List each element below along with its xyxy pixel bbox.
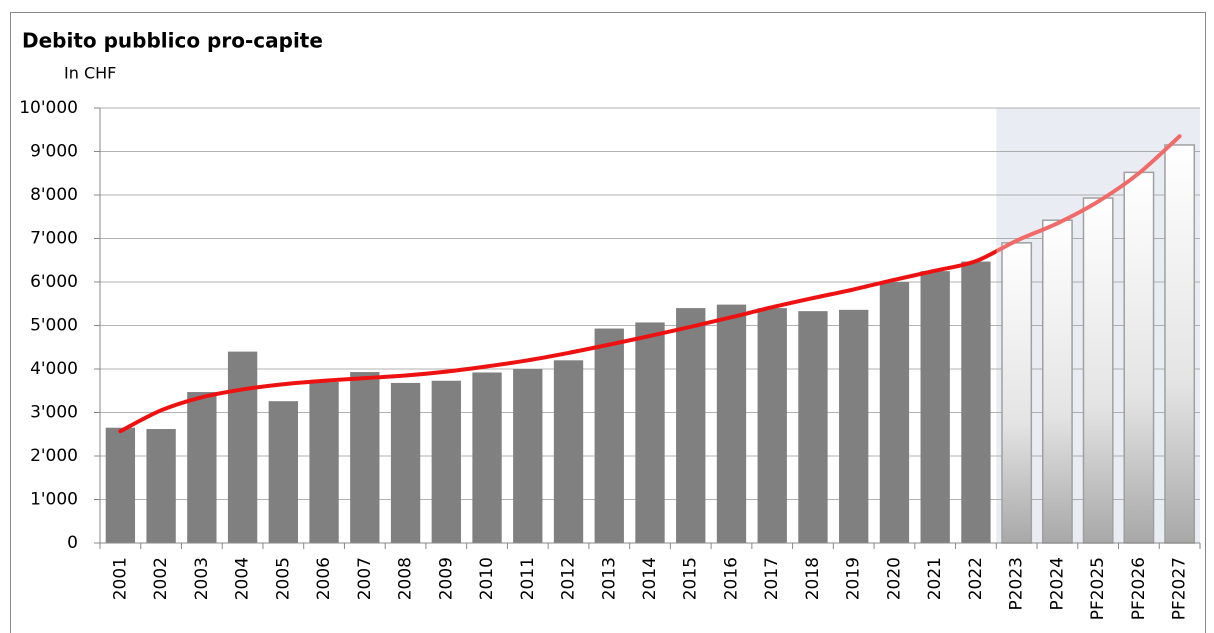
y-tick-label: 5'000 [30, 316, 78, 336]
x-tick-label: 2001 [110, 557, 130, 600]
chart-title: Debito pubblico pro-capite [22, 29, 323, 53]
x-tick-label: P2024 [1047, 557, 1067, 611]
bar [105, 427, 136, 543]
x-tick-label: 2018 [803, 557, 823, 600]
bar [553, 360, 584, 543]
bar [961, 261, 991, 543]
x-tick-label: PF2026 [1129, 557, 1149, 620]
bar [309, 382, 339, 543]
bar [798, 311, 828, 543]
y-tick-label: 3'000 [30, 403, 78, 423]
x-tick-label: 2021 [925, 557, 945, 600]
y-tick-label: 10'000 [19, 98, 78, 118]
x-tick-label: 2004 [233, 557, 253, 600]
bar-layer [105, 144, 1196, 544]
y-tick-label: 0 [67, 533, 78, 553]
forecast-bar [1041, 219, 1073, 544]
bar [879, 282, 910, 543]
x-tick-label: PF2025 [1088, 557, 1108, 620]
forecast-bar [1082, 197, 1114, 544]
x-tick-label: 2016 [721, 557, 741, 600]
bar [920, 271, 950, 543]
bar [390, 382, 421, 543]
bar [187, 392, 217, 543]
bar [146, 429, 176, 543]
trend-line [118, 134, 1182, 434]
x-tick-label: 2013 [599, 557, 619, 600]
bar [635, 322, 665, 543]
y-tick-label: 2'000 [30, 446, 78, 466]
bar [268, 401, 298, 543]
x-tick-label: 2002 [151, 557, 171, 600]
x-tick-label: 2010 [477, 557, 497, 600]
x-tick-label: 2019 [844, 557, 864, 600]
bar [513, 369, 543, 543]
x-tick-label: 2009 [436, 557, 456, 600]
x-tick-label: 2014 [640, 557, 660, 600]
x-tick-label: 2022 [966, 557, 986, 600]
forecast-bar [1123, 171, 1155, 544]
bar [594, 328, 624, 543]
x-tick-label: 2007 [355, 557, 375, 600]
overlay-layer: 2001 2002 2003 2004 2005 2006 2007 2008 2009 2010… [99, 108, 1201, 620]
forecast-bar [1164, 144, 1196, 544]
x-tick-label: 2015 [681, 557, 701, 600]
y-tick-label: 6'000 [30, 272, 78, 292]
bar [676, 308, 706, 543]
x-tick-label: 2006 [314, 557, 334, 600]
bar [757, 308, 787, 543]
frame [10, 12, 1206, 633]
x-tick-label: 2012 [559, 557, 579, 600]
y-tick-label: 7'000 [30, 229, 78, 249]
x-tick-label: PF2027 [1170, 557, 1190, 620]
y-tick-label: 8'000 [30, 185, 78, 205]
x-tick-label: 2020 [884, 557, 904, 600]
x-tick-label: P2023 [1007, 557, 1027, 611]
bar [839, 309, 869, 543]
bar [716, 304, 747, 543]
y-tick-label: 9'000 [30, 142, 78, 162]
x-tick-label: 2017 [762, 557, 782, 600]
bar [472, 372, 502, 543]
x-tick-label: 2003 [192, 557, 212, 600]
x-tick-label: 2008 [396, 557, 416, 600]
x-tick-label: 2005 [273, 557, 293, 600]
chart-subtitle: In CHF [64, 64, 116, 83]
x-tick-label: 2011 [518, 557, 538, 600]
bar [350, 372, 380, 543]
bar [431, 380, 461, 543]
y-tick-label: 4'000 [30, 359, 78, 379]
forecast-bar [1001, 242, 1033, 544]
y-tick-label: 1'000 [30, 490, 78, 510]
bar [227, 351, 258, 543]
